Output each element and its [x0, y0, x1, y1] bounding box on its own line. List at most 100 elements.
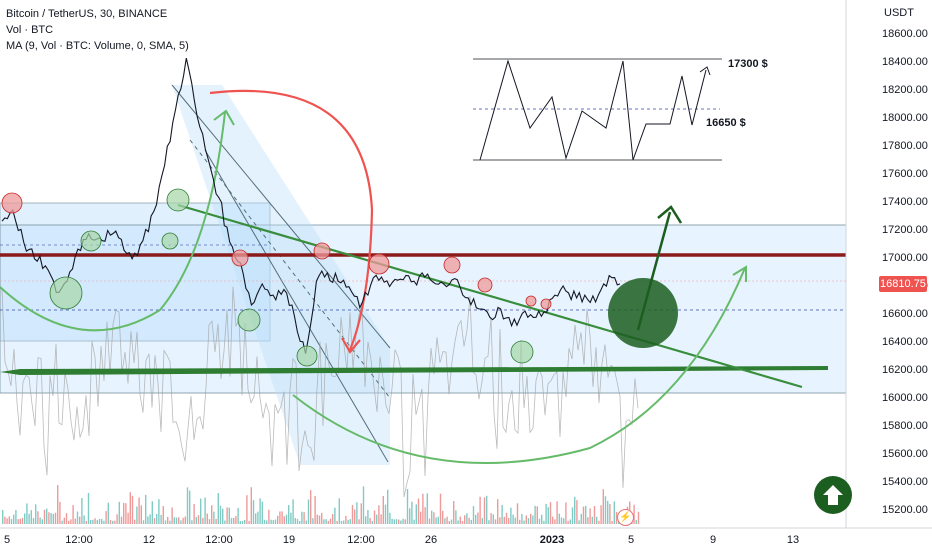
volume-bar	[472, 506, 475, 524]
volume-bar	[521, 514, 523, 524]
volume-bar	[41, 519, 43, 524]
volume-bar	[422, 493, 424, 524]
support-touch-marker	[161, 232, 179, 250]
volume-bar	[230, 518, 233, 524]
volume-bar	[437, 516, 439, 524]
volume-bar	[461, 520, 464, 524]
y-tick-label: 17000.00	[882, 252, 928, 264]
volume-bar	[453, 501, 455, 524]
y-tick-label: 16200.00	[882, 364, 928, 376]
volume-bar	[340, 520, 343, 524]
channel-lower-line	[204, 149, 389, 463]
volume-bar	[338, 498, 340, 524]
y-tick-label: 16000.00	[882, 392, 928, 404]
volume-bar	[312, 518, 314, 524]
volume-bar	[217, 493, 219, 524]
volume-bar	[281, 511, 283, 524]
volume-bar	[596, 516, 598, 524]
volume-bar	[301, 511, 303, 524]
volume-bar	[259, 498, 261, 524]
volume-bar	[503, 516, 505, 524]
volume-bar	[288, 505, 290, 524]
volume-bar	[585, 505, 587, 524]
volume-bar	[8, 516, 10, 524]
volume-bar	[415, 504, 417, 524]
range-zone-main	[0, 224, 847, 394]
volume-bar	[244, 519, 246, 524]
volume-bar	[109, 519, 112, 524]
volume-bar	[466, 513, 468, 524]
volume-bar	[226, 507, 228, 524]
inset-arrowhead	[699, 66, 711, 76]
volume-bar	[136, 506, 138, 524]
volume-bar	[235, 516, 237, 524]
volume-bar	[57, 485, 59, 524]
volume-bar	[72, 505, 74, 524]
volume-bar	[200, 498, 202, 524]
volume-bar	[318, 515, 321, 524]
volume-bar	[215, 518, 217, 524]
volume-bar	[134, 519, 136, 524]
volume-bar	[39, 517, 41, 524]
symbol-title[interactable]: Bitcoin / TetherUS, 30, BINANCE	[6, 8, 168, 20]
arrow-up-circle-icon[interactable]	[814, 476, 852, 514]
volume-bar	[459, 516, 461, 524]
volume-bar	[310, 490, 312, 524]
volume-bar	[327, 520, 329, 524]
volume-bar	[17, 519, 19, 524]
volume-bar	[24, 513, 26, 524]
volume-bar	[411, 501, 413, 524]
volume-bar	[343, 520, 345, 524]
volume-bar	[479, 496, 481, 524]
volume-bar	[351, 505, 354, 524]
volume-bar	[455, 510, 457, 524]
volume-ma-line	[1, 286, 639, 498]
volume-bar	[125, 503, 127, 524]
volume-bar	[103, 520, 105, 524]
y-tick-label: 15600.00	[882, 448, 928, 460]
volume-bar	[184, 516, 186, 524]
price-line	[1, 57, 621, 354]
volume-bar	[369, 517, 371, 524]
volume-layer	[1, 286, 640, 524]
volume-bar	[393, 519, 395, 524]
volume-bar	[554, 519, 556, 524]
support-line	[0, 366, 828, 375]
volume-bar	[420, 511, 422, 524]
price-layer	[1, 57, 621, 354]
volume-bar	[257, 511, 259, 524]
volume-bar	[448, 520, 450, 524]
volume-label[interactable]: Vol · BTC	[6, 24, 54, 36]
volume-bar	[15, 510, 17, 524]
volume-bar	[147, 516, 149, 524]
volume-bar	[237, 508, 239, 524]
volume-bar	[345, 515, 347, 524]
x-tick-label: 9	[710, 534, 716, 546]
volume-bar	[538, 518, 541, 524]
resistance-touch-marker	[540, 298, 552, 310]
volume-bar	[50, 513, 52, 524]
y-tick-label: 17200.00	[882, 224, 928, 236]
volume-bar	[241, 520, 244, 524]
volume-bar	[316, 514, 318, 524]
volume-bar	[228, 507, 230, 524]
volume-bar	[28, 513, 30, 524]
volume-bar	[79, 516, 81, 524]
volume-bar	[395, 519, 398, 524]
volume-bar	[406, 488, 409, 524]
lightning-icon[interactable]: ⚡	[617, 509, 634, 526]
volume-bar	[563, 518, 565, 524]
volume-bar	[433, 512, 435, 524]
volume-bar	[534, 505, 536, 524]
volume-bar	[149, 514, 151, 524]
volume-bar	[604, 496, 607, 524]
volume-bar	[360, 503, 362, 524]
volume-bar	[494, 519, 497, 524]
volume-bar	[323, 519, 325, 524]
volume-bar	[129, 492, 131, 524]
volume-bar	[512, 514, 514, 524]
ma-label[interactable]: MA (9, Vol · BTC: Volume, 0, SMA, 5)	[6, 40, 189, 52]
volume-bar	[83, 515, 85, 524]
x-tick-label: 26	[425, 534, 437, 546]
